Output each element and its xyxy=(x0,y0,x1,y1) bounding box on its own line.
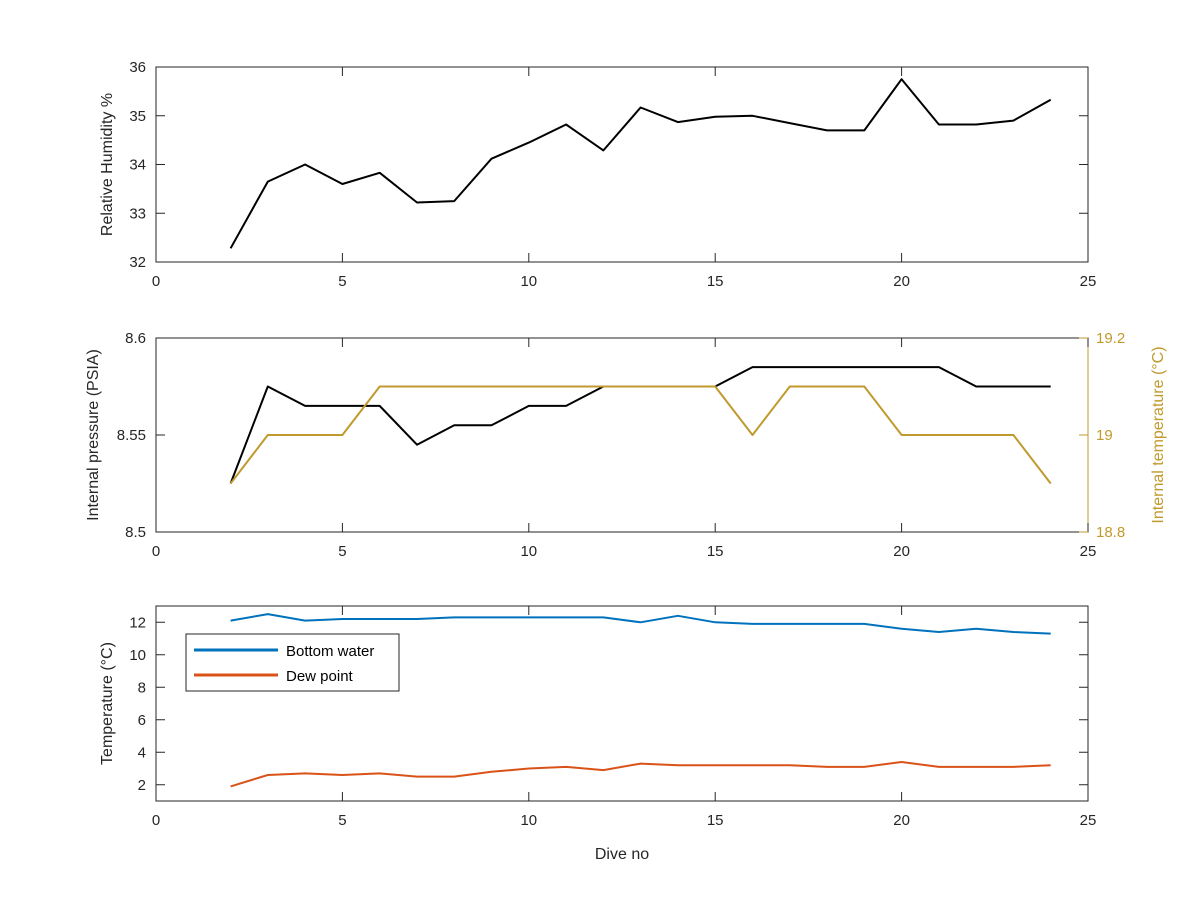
pressure-x-tick-label-20: 20 xyxy=(893,543,910,560)
pressure-x-tick-label-10: 10 xyxy=(520,543,537,560)
temperature-series xyxy=(230,613,1051,788)
humidity-y-tick-label-35: 35 xyxy=(129,108,146,125)
temperature-y-tick-label-12: 12 xyxy=(129,614,146,631)
temperature-panel: 0 5 10 15 20 25 2 4 6 8 10 12 Temperature (°C) Dive… xyxy=(99,605,1096,863)
humidity-series xyxy=(229,78,1052,249)
pressure-x-tick-label-15: 15 xyxy=(707,543,724,560)
humidity-y-tick-label-32: 32 xyxy=(129,254,146,271)
humidity-x-tick-label-0: 0 xyxy=(152,273,160,290)
temperature-y-tick-label-10: 10 xyxy=(129,647,146,664)
internal-temperature-y-tick-label-19: 19 xyxy=(1096,427,1113,444)
pressure-y-tick-label-8-6: 8.6 xyxy=(125,330,146,347)
internal-temperature-y-axis-label: Internal temperature (°C) xyxy=(1150,346,1167,523)
temperature-x-tick-label-0: 0 xyxy=(152,812,160,829)
humidity-x-tick-label-20: 20 xyxy=(893,273,910,290)
temperature-x-tick-label-20: 20 xyxy=(893,812,910,829)
temperature-x-tick-label-10: 10 xyxy=(520,812,537,829)
pressure-y-tick-label-8-55: 8.55 xyxy=(117,427,146,444)
bottom-water-line xyxy=(230,613,1051,635)
humidity-ticks: 0 5 10 15 20 25 32 33 34 35 36 xyxy=(129,59,1096,290)
legend-label-dew-point: Dew point xyxy=(286,668,354,685)
internal-temperature-y-tick-label-19-2: 19.2 xyxy=(1096,330,1125,347)
legend-box xyxy=(185,633,400,692)
pressure-series-1-line xyxy=(229,385,1052,485)
humidity-x-tick-label-10: 10 xyxy=(520,273,537,290)
dew-point-line xyxy=(230,761,1051,788)
legend-label-bottom-water: Bottom water xyxy=(286,643,374,660)
temperature-y-tick-label-6: 6 xyxy=(138,712,146,729)
pressure-y-axis-label: Internal pressure (PSIA) xyxy=(85,349,102,521)
pressure-x-tick-label-5: 5 xyxy=(338,543,346,560)
humidity-y-axis-label: Relative Humidity % xyxy=(99,93,116,236)
temperature-x-tick-label-25: 25 xyxy=(1080,812,1097,829)
temperature-x-tick-label-5: 5 xyxy=(338,812,346,829)
pressure-temperature-series xyxy=(229,366,1052,485)
temperature-ticks: 0 5 10 15 20 25 2 4 6 8 10 12 xyxy=(129,606,1096,829)
humidity-y-tick-label-34: 34 xyxy=(129,157,146,174)
humidity-series-0-line xyxy=(229,78,1052,249)
temperature-y-tick-label-8: 8 xyxy=(138,679,146,696)
humidity-x-tick-label-15: 15 xyxy=(707,273,724,290)
internal-temperature-y-tick-label-18-8: 18.8 xyxy=(1096,524,1125,541)
x-axis-label: Dive no xyxy=(595,846,649,863)
humidity-y-tick-label-33: 33 xyxy=(129,205,146,222)
humidity-y-tick-label-36: 36 xyxy=(129,59,146,76)
humidity-axes-box xyxy=(155,66,1089,263)
temperature-y-tick-label-4: 4 xyxy=(138,744,146,761)
pressure-temperature-panel: 0 5 10 15 20 25 8.5 8.55 8.6 18.8 19 19.2 Internal … xyxy=(85,330,1167,560)
pressure-x-tick-label-25: 25 xyxy=(1080,543,1097,560)
pressure-temperature-ticks: 0 5 10 15 20 25 8.5 8.55 8.6 18.8 19 19.2 xyxy=(117,330,1125,560)
humidity-x-tick-label-5: 5 xyxy=(338,273,346,290)
humidity-x-tick-label-25: 25 xyxy=(1080,273,1097,290)
temperature-y-axis-label: Temperature (°C) xyxy=(99,642,116,765)
temperature-legend: Bottom water Dew point xyxy=(185,633,400,692)
pressure-x-tick-label-0: 0 xyxy=(152,543,160,560)
pressure-y-tick-label-8-5: 8.5 xyxy=(125,524,146,541)
humidity-panel: 0 5 10 15 20 25 32 33 34 35 36 Relative Humidity % xyxy=(99,59,1096,290)
temperature-y-tick-label-2: 2 xyxy=(138,777,146,794)
temperature-x-tick-label-15: 15 xyxy=(707,812,724,829)
